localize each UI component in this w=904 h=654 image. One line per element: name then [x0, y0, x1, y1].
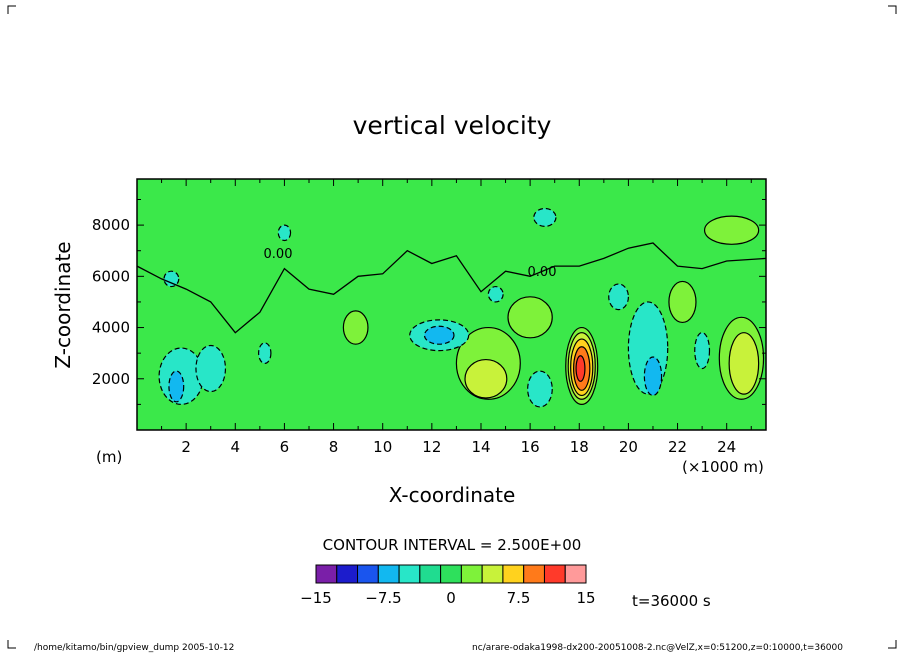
- contour-regions: [158, 207, 765, 408]
- contour-interval-label: CONTOUR INTERVAL = 2.500E+00: [323, 536, 582, 554]
- x-tick-label: 12: [422, 438, 441, 456]
- colorbar-swatch-7: [460, 564, 483, 584]
- colorbar-swatch-0: [315, 564, 338, 584]
- contour-region-23: [258, 342, 272, 365]
- x-tick-label: 4: [231, 438, 241, 456]
- contour-region-27: [487, 285, 504, 303]
- contour-region-9: [728, 332, 760, 395]
- x-unit-label: (m): [96, 448, 122, 466]
- x-tick-label: 24: [717, 438, 736, 456]
- colorbar-swatch-2: [357, 564, 379, 584]
- zero-contour-line: [137, 242, 766, 334]
- chart-title: vertical velocity: [353, 111, 552, 140]
- x-scale-label: (×1000 m): [682, 458, 764, 476]
- contour-region-7: [507, 296, 553, 339]
- y-axis-label: Z-coordinate: [51, 241, 75, 368]
- contour-region-24: [694, 332, 711, 370]
- colorbar-swatch-5: [419, 564, 442, 584]
- y-tick-label: 2000: [92, 370, 130, 388]
- x-tick-label: 16: [521, 438, 540, 456]
- colorbar-swatch-1: [336, 564, 359, 584]
- contour-region-15: [195, 344, 227, 393]
- colorbar-swatch-9: [502, 564, 525, 584]
- colorbar-tick-label: −7.5: [365, 589, 401, 607]
- contour-region-22: [163, 270, 180, 288]
- contour-region-25: [533, 207, 557, 227]
- contour-region-11: [703, 215, 760, 245]
- colorbar-tick-label: 7.5: [507, 589, 531, 607]
- x-tick-label: 6: [280, 438, 290, 456]
- colorbar-swatch-3: [377, 564, 400, 584]
- x-tick-label: 20: [619, 438, 638, 456]
- colorbar: [315, 564, 587, 584]
- contour-region-20: [527, 370, 553, 408]
- colorbar-tick-label: 15: [576, 589, 595, 607]
- colorbar-swatch-11: [543, 564, 566, 584]
- contour-region-17: [423, 325, 455, 345]
- x-axis-label: X-coordinate: [389, 483, 516, 507]
- contour-region-4: [575, 355, 586, 382]
- footer-left: /home/kitamo/bin/gpview_dump 2005-10-12: [34, 643, 234, 653]
- contour-region-10: [668, 280, 697, 324]
- y-tick-label: 6000: [92, 267, 130, 285]
- colorbar-swatch-6: [440, 564, 462, 584]
- colorbar-swatch-12: [564, 564, 587, 584]
- x-tick-label: 8: [329, 438, 339, 456]
- colorbar-tick-label: −15: [300, 589, 332, 607]
- contour-region-26: [277, 224, 292, 242]
- plot-area: [136, 178, 767, 431]
- colorbar-swatch-8: [481, 564, 504, 584]
- y-tick-label: 8000: [92, 216, 130, 234]
- contour-region-21: [608, 283, 630, 311]
- contour-label-2: 0.00: [528, 265, 557, 280]
- contour-label-1: 0.00: [264, 247, 293, 262]
- contour-region-12: [342, 310, 369, 345]
- footer-right: nc/arare-odaka1998-dx200-20051008-2.nc@V…: [472, 643, 843, 653]
- plot-frame: [136, 178, 767, 431]
- colorbar-tick-label: 0: [446, 589, 456, 607]
- page-corner-marks: [7, 5, 897, 649]
- x-tick-label: 14: [471, 438, 490, 456]
- colorbar-swatch-10: [523, 564, 545, 584]
- y-tick-label: 4000: [92, 319, 130, 337]
- y-axis-ticks: 2000 4000 6000 8000: [92, 198, 766, 405]
- time-label: t=36000 s: [632, 592, 711, 610]
- contour-region-6: [464, 358, 508, 399]
- x-tick-label: 18: [570, 438, 589, 456]
- x-tick-label: 2: [181, 438, 191, 456]
- x-tick-label: 10: [373, 438, 392, 456]
- colorbar-swatch-4: [398, 564, 421, 584]
- contour-region-19: [643, 356, 663, 397]
- x-axis-ticks: 2 4 6 8 10 12 14 16 18 20 22 24: [161, 179, 752, 456]
- colorbar-tick-labels: −15 −7.5 0 7.5 15: [300, 589, 595, 607]
- x-tick-label: 22: [668, 438, 687, 456]
- plot-background: [137, 179, 766, 430]
- contour-region-14: [168, 370, 185, 403]
